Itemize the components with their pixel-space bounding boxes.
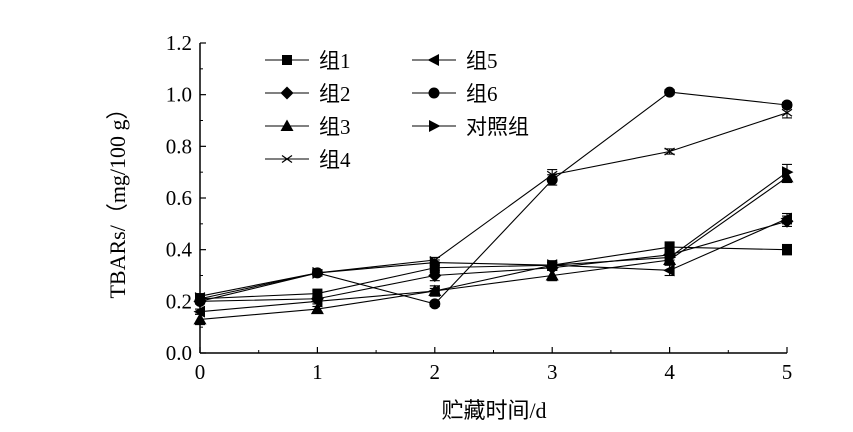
- data-point: [310, 302, 324, 315]
- axes: 0 1 2 3 4 5 0.0 0.2 0.4 0.6 0.8 1.0 1.2: [166, 31, 793, 384]
- series-2: [193, 214, 794, 308]
- legend-label: 组3: [319, 115, 351, 139]
- y-tick-label: 0.4: [166, 238, 193, 262]
- legend-marker: [280, 119, 294, 131]
- data-point: [195, 292, 207, 305]
- data-point: [193, 312, 207, 325]
- x-tick-label: 1: [312, 360, 323, 384]
- data-point: [310, 295, 323, 308]
- series-line: [199, 112, 788, 297]
- x-tick-label: 0: [195, 360, 206, 384]
- x-marker-stroke: [664, 147, 675, 156]
- legend-label: 组4: [319, 148, 351, 172]
- data-point: [782, 244, 792, 255]
- data-point: [428, 285, 440, 297]
- data-point: [312, 266, 324, 279]
- data-point: [429, 298, 441, 310]
- data-point: [546, 174, 558, 186]
- x-marker-stroke: [281, 155, 293, 163]
- legend-marker: [280, 86, 294, 100]
- data-point: [428, 269, 442, 282]
- legend-label: 组1: [319, 49, 351, 73]
- legend-item: 对照组: [412, 115, 529, 139]
- series-layer: [193, 86, 794, 326]
- data-point: [664, 147, 675, 156]
- data-point: [781, 108, 793, 117]
- data-point: [782, 166, 794, 179]
- x-tick-label: 4: [664, 360, 675, 384]
- legend-marker: [282, 55, 292, 65]
- legend-item: 组5: [412, 49, 498, 73]
- y-tick-label: 1.2: [166, 31, 192, 55]
- data-point: [663, 264, 675, 277]
- legend-marker: [281, 155, 293, 163]
- data-point: [780, 212, 792, 225]
- series-5: [193, 212, 792, 318]
- legend-label: 组2: [319, 82, 351, 106]
- legend-label: 对照组: [466, 115, 529, 139]
- legend-marker: [427, 54, 439, 66]
- legend-item: 组1: [265, 49, 351, 73]
- y-tick-label: 0.6: [166, 186, 192, 210]
- y-tick-label: 0.8: [166, 134, 192, 158]
- legend-item: 组3: [265, 115, 351, 139]
- x-tick-label: 2: [430, 360, 441, 384]
- data-point: [781, 99, 793, 111]
- data-point: [545, 269, 559, 281]
- y-tick-label: 0.2: [166, 289, 192, 313]
- data-point: [429, 262, 440, 273]
- legend-marker: [428, 87, 440, 99]
- series-line: [199, 218, 788, 313]
- x-axis-title: 贮藏时间/d: [441, 398, 546, 423]
- x-tick-label: 5: [782, 360, 793, 384]
- series-line: [199, 171, 788, 300]
- data-point: [664, 251, 677, 264]
- series-7: [195, 163, 794, 305]
- legend-label: 组6: [466, 82, 498, 106]
- data-point: [547, 259, 559, 272]
- series-line: [199, 220, 788, 302]
- legend-item: 组2: [265, 82, 351, 106]
- data-point: [429, 256, 442, 269]
- legend-label: 组5: [466, 49, 498, 73]
- y-tick-label: 1.0: [166, 83, 192, 107]
- x-marker-stroke: [781, 108, 793, 117]
- y-tick-label: 0.0: [166, 341, 192, 365]
- series-line: [199, 176, 788, 320]
- data-point: [193, 305, 205, 318]
- legend-item: 组4: [265, 148, 351, 172]
- y-axis-title: TBARs/（mg/100 g）: [105, 97, 130, 298]
- series-1: [195, 241, 792, 304]
- series-line: [199, 246, 788, 300]
- data-point: [664, 86, 676, 98]
- legend-item: 组6: [412, 82, 498, 106]
- legend-marker: [429, 120, 441, 132]
- x-tick-label: 3: [547, 360, 558, 384]
- data-point: [664, 242, 675, 253]
- legend: 组1 组2 组3 组4 组5 组6 对照组: [265, 49, 529, 172]
